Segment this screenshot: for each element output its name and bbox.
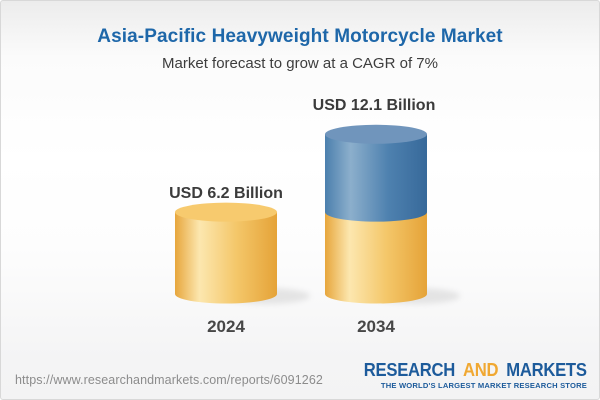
logo-word-markets: MARKETS xyxy=(506,359,588,380)
logo-word-and: AND xyxy=(463,359,499,380)
bar-2034-growth-segment xyxy=(325,134,427,222)
bar-2034-base-segment xyxy=(325,212,427,304)
bar-2034-top-face xyxy=(325,124,427,144)
logo-tagline: THE WORLD'S LARGEST MARKET RESEARCH STOR… xyxy=(380,381,587,391)
bar-2024-top-face xyxy=(175,202,277,222)
category-label-2034: 2034 xyxy=(357,317,395,336)
bar-value-label-2034: USD 12.1 Billion xyxy=(312,97,436,114)
logo-wordmark: RESEARCH AND MARKETS xyxy=(364,360,587,379)
chart-subtitle: Market forecast to grow at a CAGR of 7% xyxy=(162,55,438,72)
report-url: https://www.researchandmarkets.com/repor… xyxy=(15,373,323,387)
category-label-2024: 2024 xyxy=(207,317,245,336)
chart-title: Asia-Pacific Heavyweight Motorcycle Mark… xyxy=(97,26,503,47)
research-and-markets-logo: RESEARCH AND MARKETS THE WORLD'S LARGEST… xyxy=(339,360,587,391)
bar-value-label-2024: USD 6.2 Billion xyxy=(169,185,283,202)
bar-2024-segment xyxy=(175,212,277,304)
logo-word-research: RESEARCH xyxy=(364,359,456,380)
